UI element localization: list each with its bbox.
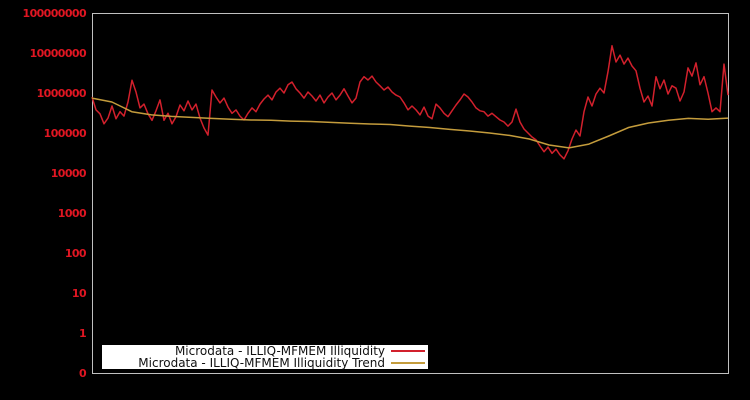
illiquidity-line: [91, 45, 729, 160]
y-axis-tick-label: 10000: [50, 167, 87, 180]
legend-row-illiquidity: Microdata - ILLIQ-MFMEM Illiquidity: [102, 345, 428, 357]
y-axis-tick-label: 0: [78, 367, 87, 380]
y-axis-tick-label: 10: [71, 287, 87, 300]
legend-label-trend: Microdata - ILLIQ-MFMEM Illiquidity Tren…: [138, 356, 385, 370]
legend-label-illiquidity: Microdata - ILLIQ-MFMEM Illiquidity: [174, 344, 385, 358]
legend: Microdata - ILLIQ-MFMEM Illiquidity Micr…: [102, 345, 428, 369]
plot-border: [92, 13, 729, 374]
y-axis-tick-label: 10000000: [29, 47, 87, 60]
legend-sample-trend-line: [391, 362, 425, 364]
legend-sample-illiquidity-line: [391, 350, 425, 352]
y-axis: 100000000 10000000 1000000 100000 10000 1000 1…: [0, 0, 87, 400]
y-axis-tick-label: 100000: [43, 127, 87, 140]
y-axis-tick-label: 1000000: [36, 87, 87, 100]
trend-line: [91, 97, 729, 149]
legend-row-trend: Microdata - ILLIQ-MFMEM Illiquidity Tren…: [102, 357, 428, 369]
y-axis-tick-label: 1000: [57, 207, 87, 220]
y-axis-tick-label: 100: [64, 247, 87, 260]
y-axis-tick-label: 1: [78, 327, 87, 340]
y-axis-tick-label: 100000000: [22, 7, 87, 20]
